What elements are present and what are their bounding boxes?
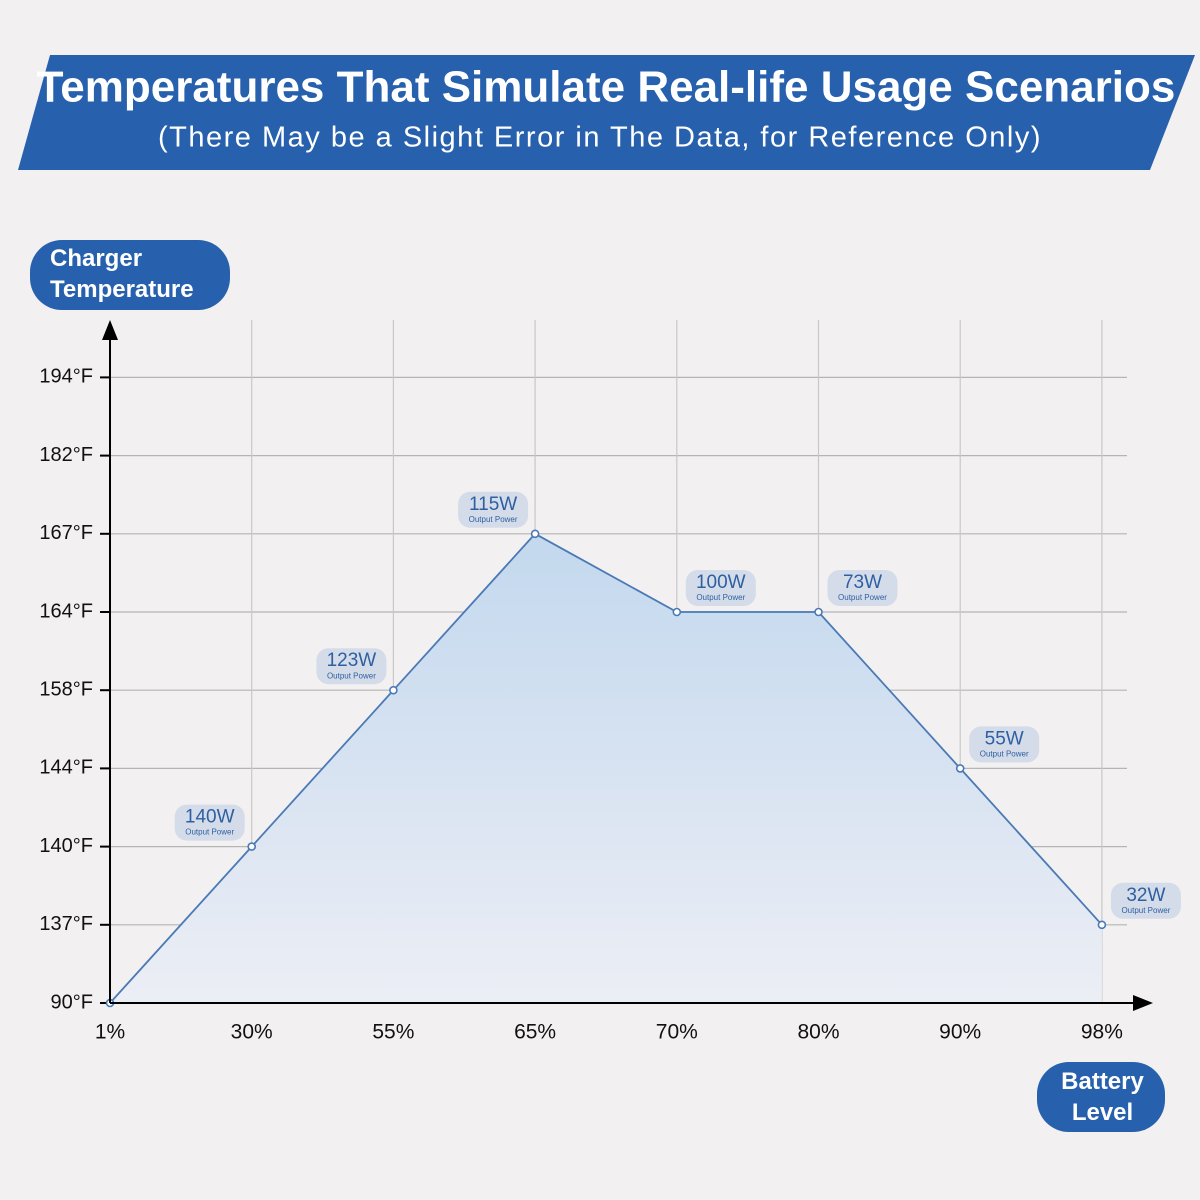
y-tick-label: 90°F <box>51 991 93 1013</box>
x-tick-label: 1% <box>95 1021 125 1044</box>
y-tick-label: 144°F <box>39 757 93 779</box>
plot <box>105 529 1107 1008</box>
power-badge <box>458 491 529 528</box>
x-tick-label: 80% <box>797 1021 839 1044</box>
x-tick-label: 30% <box>231 1021 273 1044</box>
power-badge <box>1110 882 1181 919</box>
power-sublabel: Output Power <box>696 593 745 602</box>
point <box>672 607 682 617</box>
y-tick-label: 182°F <box>39 444 93 466</box>
y-tick-label: 158°F <box>39 678 93 700</box>
power-badge <box>316 648 387 685</box>
power-label: 115W <box>469 494 517 515</box>
x-tick-label: 98% <box>1081 1021 1123 1044</box>
power-sublabel: Output Power <box>327 671 376 680</box>
y-axis-label: Charger Temperature <box>50 245 194 303</box>
power-badge <box>174 804 245 841</box>
x-axis-label: Battery Level <box>1061 1068 1144 1126</box>
power-sublabel: Output Power <box>469 515 518 524</box>
power-label: 140W <box>185 807 235 828</box>
point <box>955 764 965 773</box>
x-label-badge <box>1037 1062 1165 1132</box>
point <box>389 685 398 695</box>
x-tick-label: 65% <box>514 1021 556 1044</box>
x-tick-label: 55% <box>372 1021 414 1044</box>
title-banner <box>18 55 1195 170</box>
area-fill <box>110 533 1102 1003</box>
power-sublabel: Output Power <box>1121 906 1170 915</box>
y-tick-label: 140°F <box>39 835 93 857</box>
chart-title: Temperatures That Simulate Real-life Usa… <box>37 63 1176 112</box>
power-label: 32W <box>1126 885 1165 906</box>
y-tick-label: 194°F <box>39 366 93 388</box>
y-tick-label: 164°F <box>39 600 93 622</box>
power-label: 100W <box>696 572 746 593</box>
power-badge <box>969 726 1040 763</box>
chart-subtitle: (There May be a Slight Error in The Data… <box>158 122 1042 154</box>
point <box>1097 920 1107 930</box>
point <box>814 607 823 617</box>
power-label: 55W <box>985 728 1024 749</box>
point <box>247 842 256 851</box>
point <box>530 529 540 539</box>
power-label: 73W <box>843 572 882 593</box>
x-label-box: Battery Level <box>1061 1068 1144 1126</box>
y-tick-label: 137°F <box>39 913 93 935</box>
y-axis-arrow <box>102 320 118 340</box>
y-label-box: Charger Temperature <box>50 245 194 303</box>
y-tick-label: 167°F <box>39 522 93 544</box>
y-label-badge <box>30 240 230 310</box>
power-badge <box>685 570 756 606</box>
labels: 90°F 137°F 140°F 144°F 158°F 164°F 167°F 182°F 1… <box>39 366 1181 1044</box>
line <box>109 532 1103 1004</box>
power-sublabel: Output Power <box>980 750 1029 759</box>
x-tick-label: 90% <box>939 1021 981 1044</box>
power-label: 123W <box>327 650 377 671</box>
power-badge <box>827 570 898 606</box>
x-axis-arrow <box>1133 995 1153 1011</box>
power-sublabel: Output Power <box>838 593 887 602</box>
x-tick-label: 70% <box>656 1021 698 1044</box>
power-sublabel: Output Power <box>185 828 234 837</box>
